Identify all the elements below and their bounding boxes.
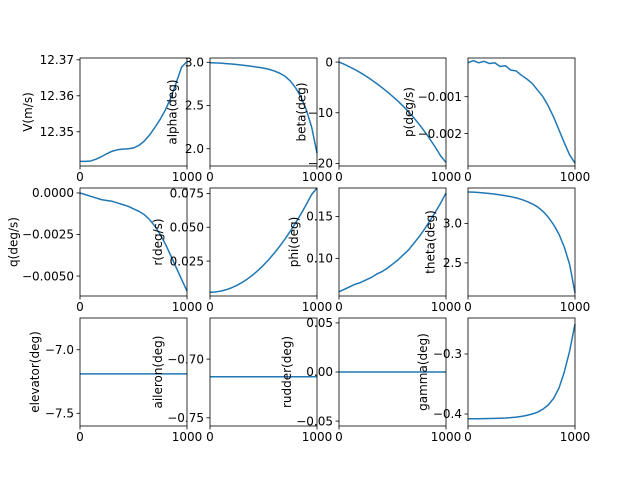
axes-frame: [79, 317, 188, 427]
y-tick-label: −0.001: [418, 90, 462, 104]
x-tick-label: 1000: [302, 300, 333, 314]
y-tick-label: 2.5: [443, 256, 462, 270]
x-tick-label: 0: [76, 300, 84, 314]
series-line: [467, 191, 576, 293]
y-tick-label: −10: [308, 106, 333, 120]
axes-frame: [338, 187, 447, 297]
axes-frame: [467, 187, 576, 297]
x-tick-label: 0: [464, 430, 472, 444]
y-axis-label: rudder(deg): [280, 336, 294, 408]
y-axis-label: q(deg/s): [7, 217, 21, 267]
y-tick-label: 12.35: [40, 125, 74, 139]
y-axis-label: phi(deg): [287, 217, 301, 268]
y-tick-label: −20: [308, 157, 333, 171]
x-tick-label: 1000: [172, 300, 203, 314]
y-tick-label: −0.4: [433, 407, 462, 421]
x-tick-label: 0: [206, 300, 214, 314]
x-tick-label: 1000: [431, 300, 462, 314]
y-tick-label: 2.0: [185, 142, 204, 156]
y-tick-label: −0.0050: [22, 269, 74, 283]
y-tick-label: 0: [325, 55, 333, 69]
x-tick-label: 0: [335, 430, 343, 444]
y-tick-label: 3.0: [443, 217, 462, 231]
axes-frame: [467, 57, 576, 167]
x-tick-label: 0: [206, 430, 214, 444]
x-tick-label: 0: [335, 300, 343, 314]
y-axis-label: r(deg/s): [151, 218, 165, 265]
x-tick-label: 1000: [172, 430, 203, 444]
x-tick-label: 0: [335, 170, 343, 184]
series-line: [80, 61, 188, 163]
y-axis-label: aileron(deg): [151, 335, 165, 408]
x-tick-label: 0: [464, 300, 472, 314]
axes-frame: [209, 57, 318, 167]
x-tick-label: 0: [76, 170, 84, 184]
x-tick-label: 0: [206, 170, 214, 184]
series-line: [79, 192, 188, 292]
y-tick-label: −0.3: [433, 347, 462, 361]
y-tick-label: −0.05: [296, 414, 333, 428]
y-tick-label: 0.10: [306, 252, 333, 266]
x-tick-label: 1000: [560, 170, 591, 184]
axes-frame: [338, 57, 447, 167]
axes-frame: [209, 317, 318, 427]
series-line: [209, 62, 318, 154]
y-tick-label: −0.002: [418, 127, 462, 141]
y-tick-label: −0.75: [167, 411, 204, 425]
series-line: [468, 323, 576, 420]
y-tick-label: 12.37: [40, 53, 74, 67]
y-tick-label: −0.0025: [22, 228, 74, 242]
x-tick-label: 1000: [560, 300, 591, 314]
y-tick-label: 12.36: [40, 89, 74, 103]
series-line: [467, 59, 576, 164]
x-tick-label: 1000: [431, 170, 462, 184]
y-axis-label: theta(deg): [423, 210, 437, 274]
x-tick-label: 1000: [302, 430, 333, 444]
x-tick-label: 1000: [431, 430, 462, 444]
y-axis-label: beta(deg): [294, 82, 308, 141]
x-tick-label: 1000: [560, 430, 591, 444]
series-line: [338, 192, 447, 293]
y-tick-label: 0.05: [306, 316, 333, 330]
y-tick-label: −7.5: [45, 406, 74, 420]
subplot-1: 0 1000 12.35 12.36 12.37 V(m/s): [21, 53, 202, 184]
y-tick-label: 0.025: [170, 254, 204, 268]
y-tick-label: 3.0: [185, 56, 204, 70]
y-tick-label: −7.0: [45, 343, 74, 357]
axes-frame: [467, 317, 576, 427]
series-line: [338, 61, 447, 163]
y-axis-label: elevator(deg): [28, 331, 42, 413]
axes-frame: [209, 187, 318, 297]
y-tick-label: 0.15: [306, 210, 333, 224]
y-tick-label: 2.5: [185, 99, 204, 113]
y-axis-label: V(m/s): [21, 92, 35, 132]
y-tick-label: −0.70: [167, 352, 204, 366]
y-axis-label: gamma(deg): [416, 333, 430, 411]
x-tick-label: 0: [76, 430, 84, 444]
x-tick-label: 1000: [172, 170, 203, 184]
series-line: [209, 187, 318, 293]
axes-frame: [79, 57, 188, 167]
y-tick-label: 0.0000: [32, 186, 74, 200]
x-tick-label: 0: [464, 170, 472, 184]
y-axis-label: alpha(deg): [165, 79, 179, 144]
x-tick-label: 1000: [302, 170, 333, 184]
y-tick-label: 0.00: [306, 365, 333, 379]
axes-frame: [79, 187, 188, 297]
y-axis-label: p(deg/s): [402, 87, 416, 137]
y-tick-label: 0.050: [170, 220, 204, 234]
y-tick-label: 0.075: [170, 187, 204, 201]
